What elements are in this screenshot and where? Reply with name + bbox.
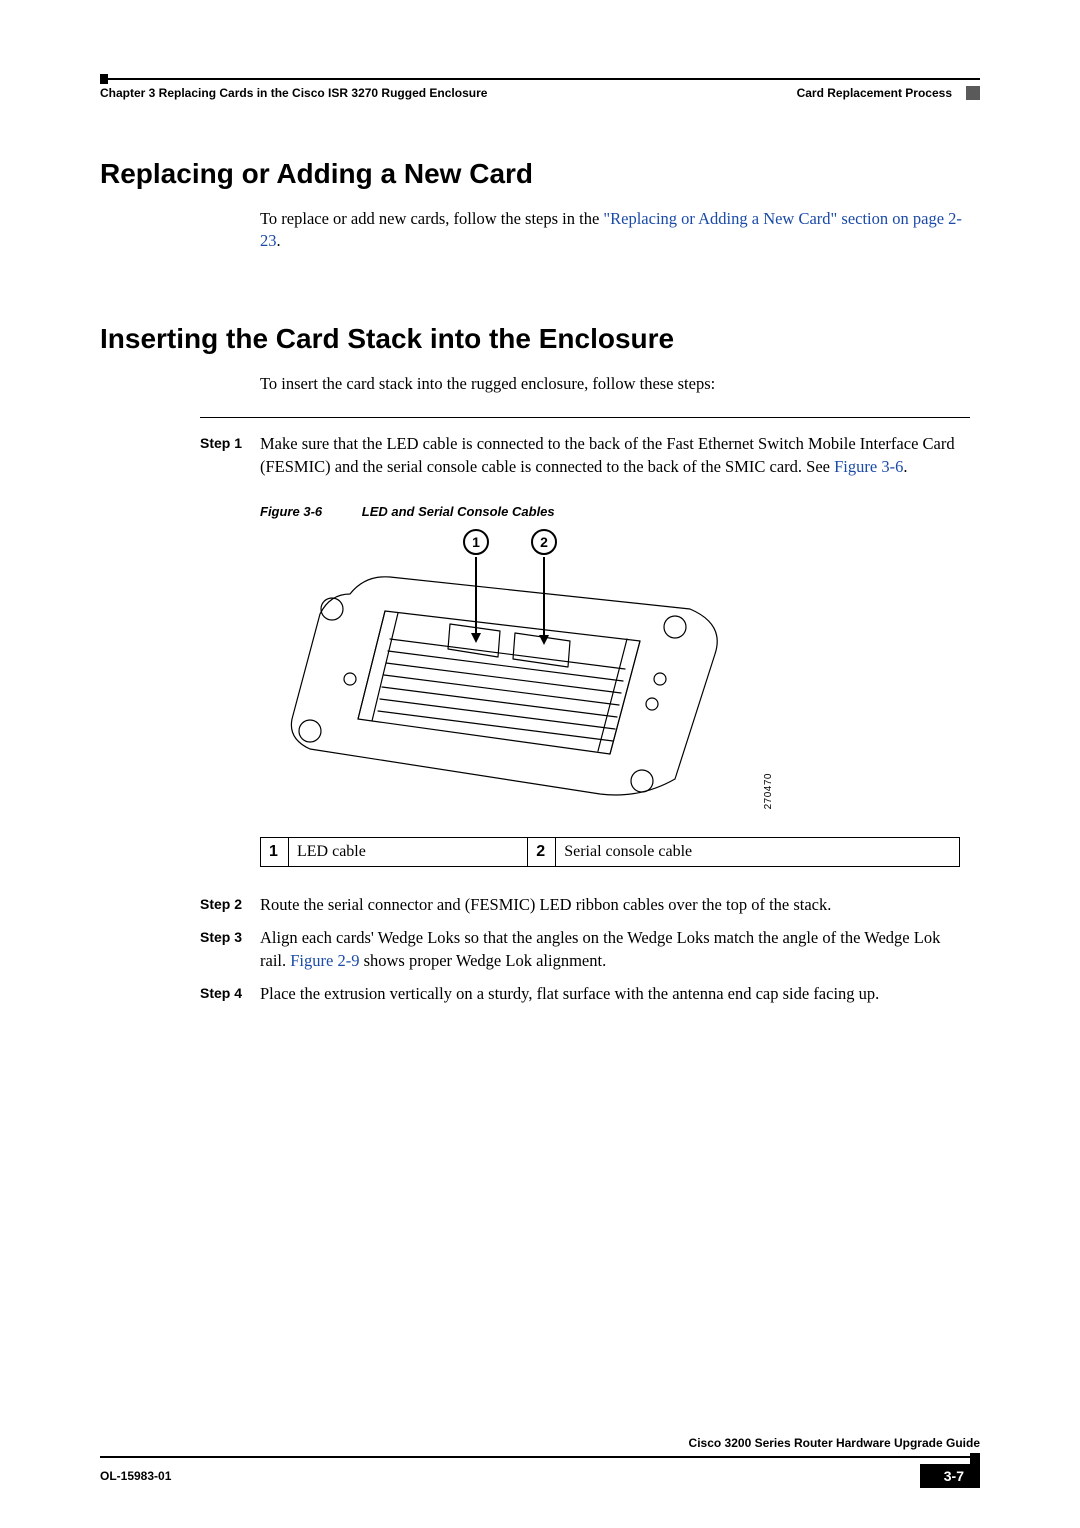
heading-replacing-card: Replacing or Adding a New Card [100,158,980,190]
table-row: 1 LED cable 2 Serial console cable [261,837,960,866]
legend-1-text: LED cable [289,837,528,866]
step-2: Step 2 Route the serial connector and (F… [200,893,970,916]
figure-title: LED and Serial Console Cables [362,504,555,519]
callout-1-circle: 1 [463,529,489,555]
step-1-body-b: . [903,457,907,476]
top-rule [100,78,980,80]
step-1: Step 1 Make sure that the LED cable is c… [200,432,970,478]
figure-caption: Figure 3-6 LED and Serial Console Cables [260,504,980,519]
enclosure-drawing [280,569,730,799]
para-replace-intro: To replace or add new cards, follow the … [260,208,970,253]
page-number-badge: 3-7 [920,1464,980,1488]
link-figure-2-9[interactable]: Figure 2-9 [290,951,359,970]
step-3: Step 3 Align each cards' Wedge Loks so t… [200,926,970,972]
running-head: Chapter 3 Replacing Cards in the Cisco I… [100,86,980,100]
step-3-label: Step 3 [200,926,260,972]
step-2-body: Route the serial connector and (FESMIC) … [260,893,970,916]
page-footer: Cisco 3200 Series Router Hardware Upgrad… [100,1436,980,1488]
legend-1-num: 1 [261,837,289,866]
heading-inserting-stack: Inserting the Card Stack into the Enclos… [100,323,980,355]
figure-art-number: 270470 [763,773,774,809]
callout-2-circle: 2 [531,529,557,555]
legend-2-text: Serial console cable [556,837,960,866]
para-insert-intro: To insert the card stack into the rugged… [260,373,970,395]
figure-3-6: 1 2 [260,529,760,819]
link-figure-3-6[interactable]: Figure 3-6 [834,457,903,476]
header-end-square [966,86,980,100]
step-1-label: Step 1 [200,432,260,478]
figure-number: Figure 3-6 [260,504,322,519]
step-1-body: Make sure that the LED cable is connecte… [260,432,970,478]
step-3-body-b: shows proper Wedge Lok alignment. [359,951,606,970]
para-replace-intro-a: To replace or add new cards, follow the … [260,209,603,228]
footer-doc-id: OL-15983-01 [100,1469,171,1483]
figure-legend-table: 1 LED cable 2 Serial console cable [260,837,960,867]
running-head-chapter: Chapter 3 Replacing Cards in the Cisco I… [100,86,487,100]
step-2-label: Step 2 [200,893,260,916]
step-3-body: Align each cards' Wedge Loks so that the… [260,926,970,972]
legend-2-num: 2 [528,837,556,866]
para-replace-intro-b: . [277,231,281,250]
step-4-body: Place the extrusion vertically on a stur… [260,982,970,1005]
step-4-label: Step 4 [200,982,260,1005]
footer-doc-title: Cisco 3200 Series Router Hardware Upgrad… [100,1436,980,1450]
footer-rule [100,1456,980,1458]
running-head-section: Card Replacement Process [797,86,952,100]
step-divider [200,417,970,418]
step-4: Step 4 Place the extrusion vertically on… [200,982,970,1005]
